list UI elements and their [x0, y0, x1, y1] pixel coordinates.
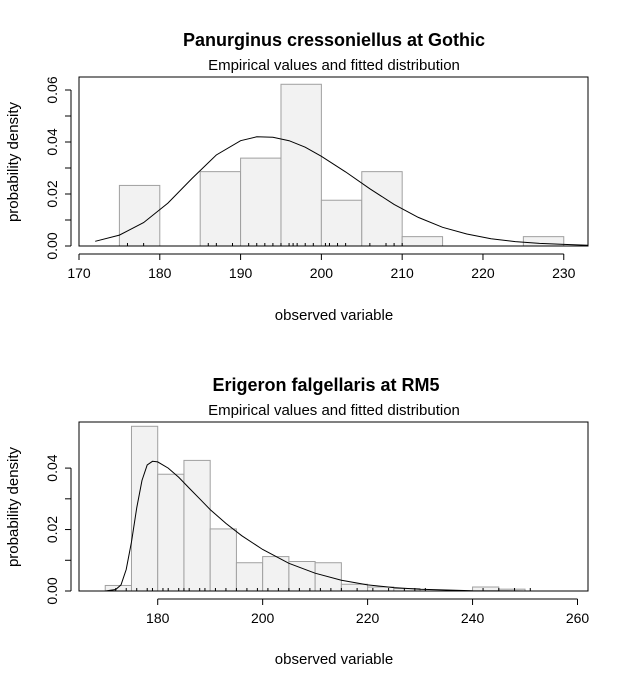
x-tick-label: 260 — [566, 610, 590, 626]
histogram-bar — [235, 562, 264, 592]
chart-title: Erigeron falgellaris at RM5 — [212, 375, 439, 395]
plot-area: 180 200 220 240 260 0.00 0.02 0.04 — [44, 421, 590, 626]
histogram-bar — [183, 459, 211, 592]
plot-area: 170 180 190 200 210 220 230 0.00 0.02 0.04 0.06 — [44, 76, 589, 281]
x-tick-label: 200 — [251, 610, 275, 626]
histogram-bar — [199, 171, 242, 247]
x-axis-label: observed variable — [275, 307, 393, 324]
chart-panel-rm5: Erigeron falgellaris at RM5 Empirical va… — [5, 375, 589, 668]
histogram-bar — [209, 528, 237, 592]
histogram-bar — [340, 583, 369, 592]
x-tick-label: 210 — [390, 265, 414, 281]
x-tick-label: 220 — [471, 265, 495, 281]
x-tick-label: 170 — [67, 265, 91, 281]
y-tick-label: 0.06 — [44, 76, 60, 103]
y-axis-label: probability density — [5, 101, 22, 222]
y-tick-label: 0.00 — [44, 232, 60, 259]
y-tick-label: 0.02 — [44, 516, 60, 543]
chart-title: Panurginus cressoniellus at Gothic — [183, 30, 485, 50]
x-tick-label: 190 — [229, 265, 253, 281]
histogram-bar — [157, 473, 185, 592]
plot-frame — [78, 421, 589, 592]
y-tick-label: 0.00 — [44, 577, 60, 604]
x-tick-label: 180 — [146, 610, 170, 626]
x-tick-label: 200 — [310, 265, 334, 281]
x-tick-label: 240 — [461, 610, 485, 626]
fitted-density-curve — [84, 460, 573, 592]
x-tick-label: 220 — [356, 610, 380, 626]
histogram-bar — [320, 199, 363, 247]
y-tick-label: 0.04 — [44, 454, 60, 481]
histogram-bar — [240, 157, 282, 247]
chart-subtitle: Empirical values and fitted distribution — [208, 402, 460, 419]
histogram-bar — [262, 556, 290, 592]
histogram-bar — [401, 236, 444, 247]
histogram-bar — [280, 83, 322, 247]
y-tick-label: 0.04 — [44, 128, 60, 155]
x-axis-label: observed variable — [275, 651, 393, 668]
fitted-density-curve — [95, 136, 589, 246]
histogram-bar — [130, 425, 159, 592]
plot-frame — [78, 76, 589, 247]
histogram-bar — [361, 171, 403, 247]
y-tick-label: 0.02 — [44, 180, 60, 207]
x-tick-label: 230 — [552, 265, 576, 281]
y-axis-label: probability density — [5, 446, 22, 567]
chart-subtitle: Empirical values and fitted distribution — [208, 57, 460, 74]
chart-panel-gothic: Panurginus cressoniellus at Gothic Empir… — [5, 30, 589, 324]
x-tick-label: 180 — [148, 265, 172, 281]
histogram-bar — [118, 184, 161, 247]
histogram-bar — [288, 561, 316, 592]
